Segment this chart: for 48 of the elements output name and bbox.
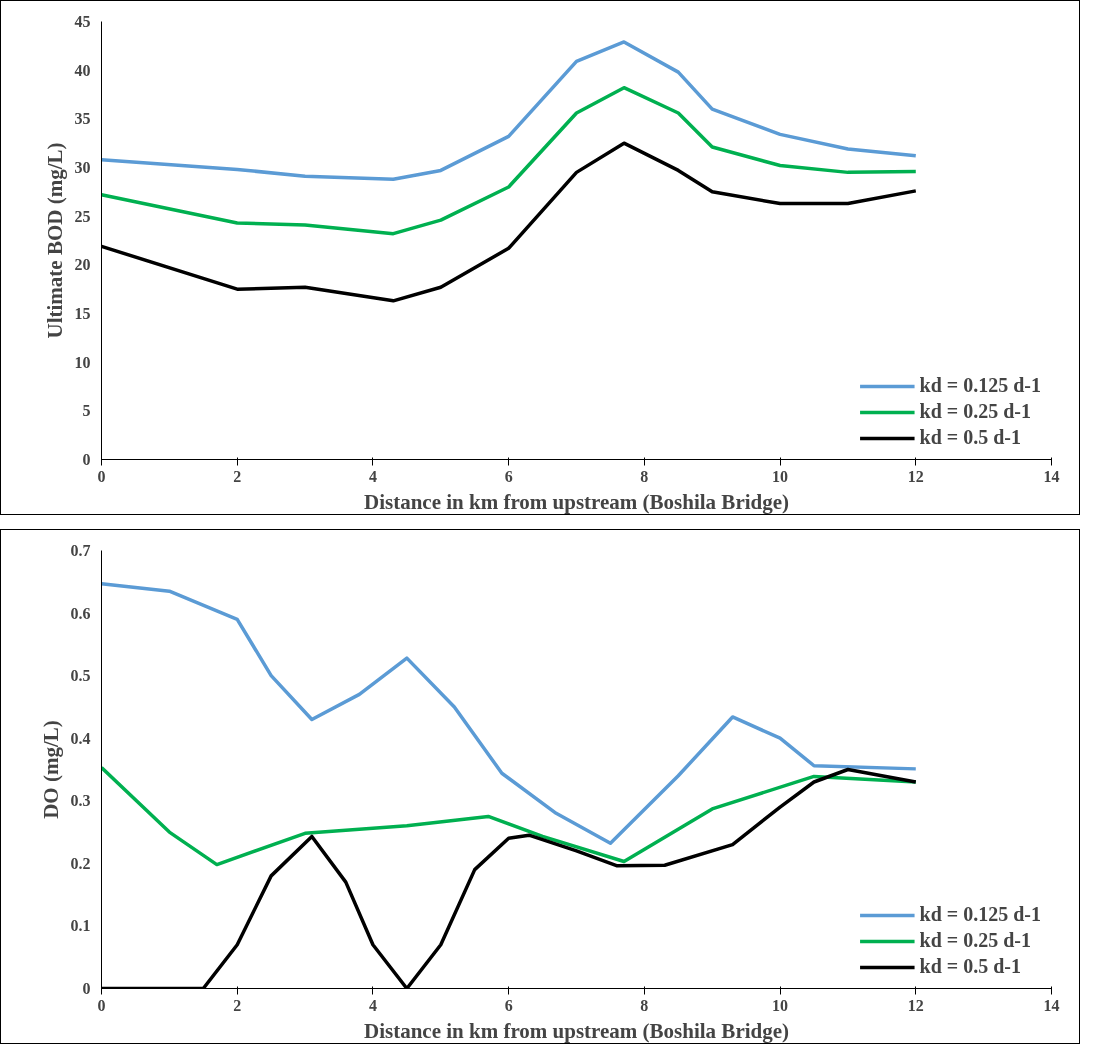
y-tick-label: 35 [74, 110, 91, 128]
line-series [101, 40, 918, 181]
line-series [101, 85, 918, 236]
y-tick-label: 0 [82, 980, 91, 997]
y-axis-title: DO (mg/L) [38, 720, 63, 819]
y-tick-label: 45 [74, 13, 91, 30]
x-tick-label: 4 [368, 467, 377, 485]
legend-label: kd = 0.5 d-1 [919, 426, 1021, 449]
x-tick-label: 10 [772, 467, 789, 485]
x-tick-label: 0 [97, 996, 106, 1014]
legend-label: kd = 0.25 d-1 [919, 929, 1031, 952]
x-tick-label: 8 [640, 996, 649, 1014]
y-tick-label: 0.1 [70, 917, 91, 935]
legend-label: kd = 0.5 d-1 [919, 955, 1021, 978]
x-tick-label: 12 [907, 467, 924, 485]
y-tick-label: 40 [74, 61, 91, 79]
y-tick-label: 15 [74, 305, 91, 322]
y-tick-label: 0.7 [70, 542, 91, 559]
x-axis-title: Distance in km from upstream (Boshila Bridge) [363, 489, 790, 514]
y-tick-label: 30 [74, 159, 91, 176]
y-tick-label: 25 [74, 207, 91, 225]
x-tick-label: 2 [233, 467, 242, 485]
x-tick-label: 8 [640, 467, 649, 485]
y-tick-label: 0.2 [70, 854, 91, 872]
line-series [101, 581, 918, 846]
y-tick-label: 5 [82, 402, 91, 420]
y-tick-label: 0.6 [70, 604, 91, 622]
legend-label: kd = 0.25 d-1 [919, 400, 1031, 423]
y-axis-title: Ultimate BOD (mg/L) [42, 142, 67, 339]
y-tick-label: 20 [74, 256, 91, 274]
x-tick-label: 4 [368, 996, 377, 1014]
x-tick-label: 6 [504, 467, 513, 485]
x-tick-label: 14 [1043, 996, 1060, 1014]
x-tick-label: 2 [233, 996, 242, 1014]
y-tick-label: 0.4 [70, 729, 91, 747]
y-tick-label: 0.3 [70, 792, 91, 810]
x-tick-label: 14 [1043, 467, 1060, 485]
x-tick-label: 0 [97, 467, 106, 485]
x-axis-title: Distance in km from upstream (Boshila Bridge) [363, 1018, 790, 1043]
y-tick-label: 0.5 [70, 667, 91, 685]
legend-label: kd = 0.125 d-1 [919, 374, 1041, 397]
y-tick-label: 10 [74, 353, 91, 371]
y-tick-label: 0 [82, 451, 91, 468]
line-series [101, 765, 918, 867]
x-tick-label: 10 [772, 996, 789, 1014]
legend-label: kd = 0.125 d-1 [919, 903, 1041, 926]
x-tick-label: 6 [504, 996, 513, 1014]
x-tick-label: 12 [907, 996, 924, 1014]
